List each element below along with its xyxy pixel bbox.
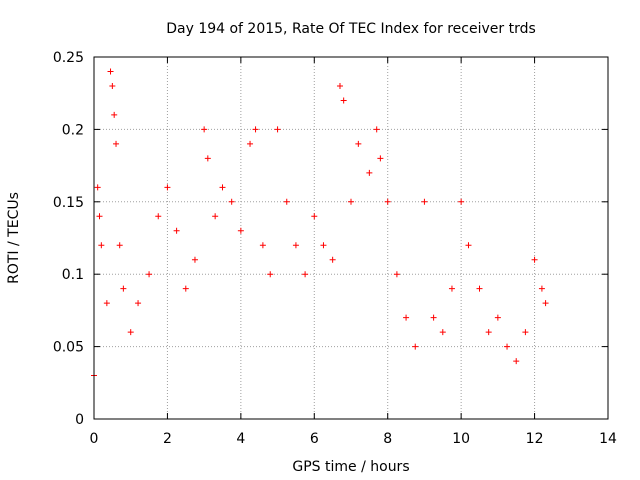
data-point <box>393 271 400 278</box>
data-point <box>513 358 520 365</box>
data-point <box>237 227 244 234</box>
data-point <box>120 285 127 292</box>
data-point <box>421 198 428 205</box>
x-tick-label: 6 <box>310 431 319 447</box>
data-point <box>259 242 266 249</box>
y-tick-label: 0.2 <box>62 122 84 138</box>
x-tick-labels: 0 2 4 6 8 10 12 14 <box>90 431 617 447</box>
data-point <box>439 329 446 336</box>
data-point <box>522 329 529 336</box>
data-point <box>336 82 343 89</box>
x-tick-label: 8 <box>383 431 392 447</box>
data-point <box>116 242 123 249</box>
data-point <box>109 82 116 89</box>
data-point <box>373 126 380 133</box>
data-point <box>267 271 274 278</box>
data-point <box>412 343 419 350</box>
data-point <box>542 300 549 307</box>
data-point <box>94 184 101 191</box>
data-point <box>212 213 219 220</box>
data-point <box>113 140 120 147</box>
data-point <box>274 126 281 133</box>
grid-lines <box>94 57 608 419</box>
data-point <box>127 329 134 336</box>
data-point <box>430 314 437 321</box>
x-tick-label: 2 <box>163 431 172 447</box>
data-point <box>146 271 153 278</box>
data-point <box>504 343 511 350</box>
data-point <box>228 198 235 205</box>
data-point <box>103 300 110 307</box>
data-point <box>465 242 472 249</box>
y-tick-label: 0.1 <box>62 267 84 283</box>
data-point <box>204 155 211 162</box>
x-tick-label: 4 <box>236 431 245 447</box>
data-point <box>292 242 299 249</box>
y-tick-label: 0.05 <box>53 340 84 356</box>
data-point <box>252 126 259 133</box>
data-point <box>107 68 114 75</box>
data-point <box>494 314 501 321</box>
plot-frame <box>93 56 609 420</box>
data-point <box>302 271 309 278</box>
x-tick-label: 0 <box>90 431 99 447</box>
data-point <box>538 285 545 292</box>
y-tick-label: 0 <box>75 412 84 428</box>
data-point <box>283 198 290 205</box>
data-point <box>458 198 465 205</box>
chart-title: Day 194 of 2015, Rate Of TEC Index for r… <box>166 21 536 37</box>
data-point <box>182 285 189 292</box>
data-point <box>377 155 384 162</box>
data-point <box>448 285 455 292</box>
y-tick-label: 0.15 <box>53 195 84 211</box>
data-points <box>91 68 549 379</box>
data-point <box>201 126 208 133</box>
data-point <box>173 227 180 234</box>
data-point <box>531 256 538 263</box>
data-point <box>247 140 254 147</box>
data-point <box>340 97 347 104</box>
data-point <box>384 198 391 205</box>
x-tick-label: 12 <box>526 431 544 447</box>
data-point <box>191 256 198 263</box>
data-point <box>476 285 483 292</box>
data-point <box>320 242 327 249</box>
data-point <box>164 184 171 191</box>
data-point <box>403 314 410 321</box>
x-tick-label: 14 <box>599 431 617 447</box>
x-tick-label: 10 <box>452 431 470 447</box>
data-point <box>155 213 162 220</box>
data-point <box>366 169 373 176</box>
data-point <box>98 242 105 249</box>
data-point <box>111 111 118 118</box>
data-point <box>355 140 362 147</box>
data-point <box>485 329 492 336</box>
y-tick-labels: 0 0.05 0.1 0.15 0.2 0.25 <box>53 50 84 428</box>
y-axis-label: ROTI / TECUs <box>6 192 22 284</box>
data-point <box>96 213 103 220</box>
x-axis-label: GPS time / hours <box>292 459 409 475</box>
data-point <box>329 256 336 263</box>
data-point <box>348 198 354 205</box>
axis-ticks <box>93 56 609 420</box>
data-point <box>135 300 142 307</box>
data-point <box>219 184 226 191</box>
data-point <box>311 213 318 220</box>
y-tick-label: 0.25 <box>53 50 84 66</box>
